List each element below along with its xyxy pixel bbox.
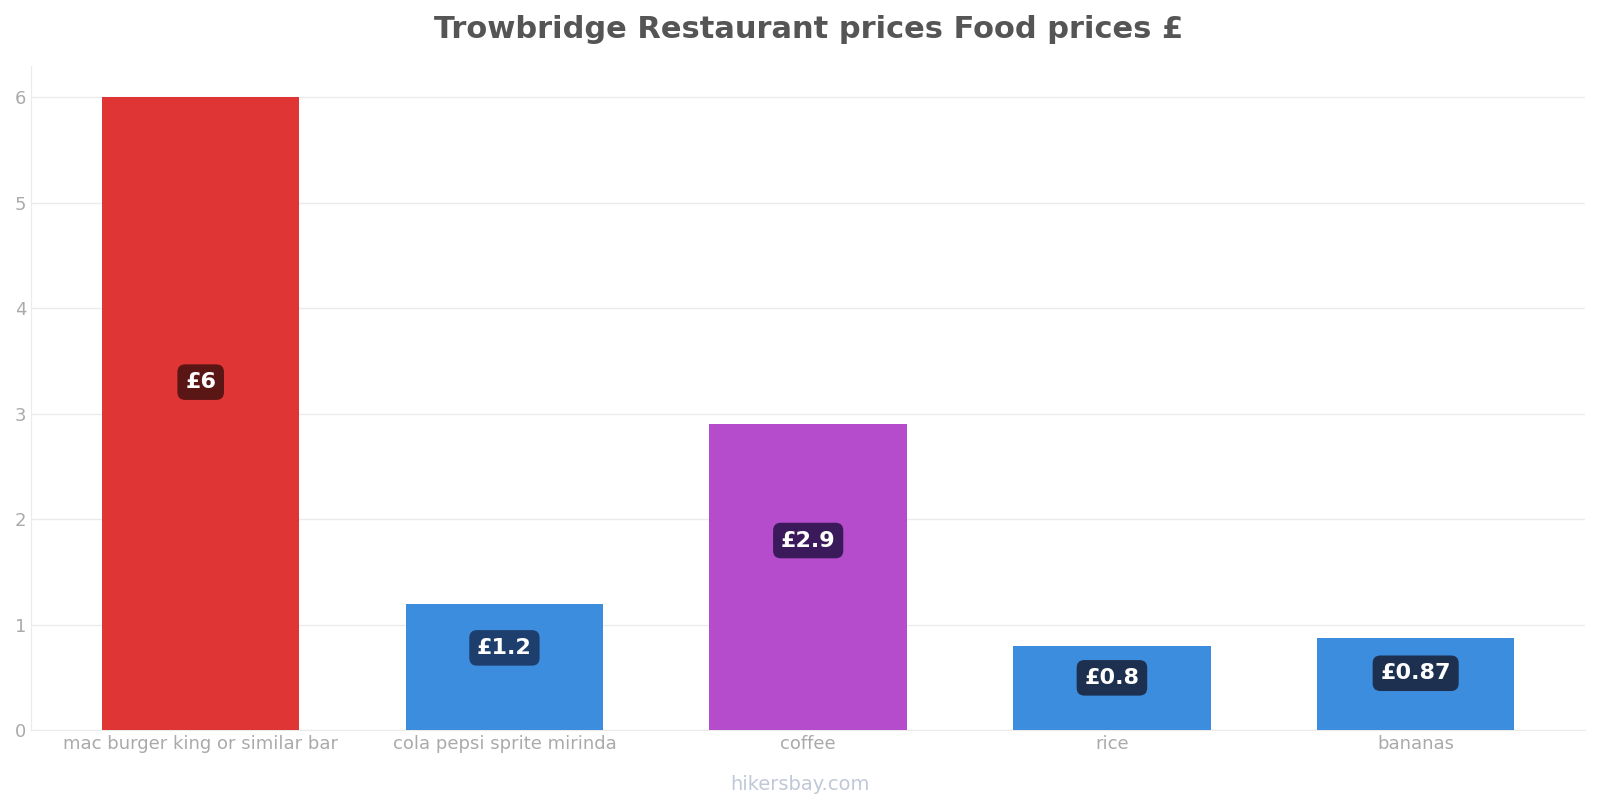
- Text: £1.2: £1.2: [477, 638, 531, 658]
- Text: £6: £6: [186, 372, 216, 392]
- Bar: [1317, 638, 1514, 730]
- Text: £2.9: £2.9: [781, 530, 835, 550]
- Text: £0.87: £0.87: [1381, 663, 1451, 683]
- Title: Trowbridge Restaurant prices Food prices £: Trowbridge Restaurant prices Food prices…: [434, 15, 1182, 44]
- Text: £0.8: £0.8: [1085, 668, 1139, 688]
- Bar: [406, 603, 603, 730]
- Bar: [709, 424, 907, 730]
- Bar: [1013, 646, 1211, 730]
- Text: hikersbay.com: hikersbay.com: [730, 774, 870, 794]
- Bar: [102, 98, 299, 730]
